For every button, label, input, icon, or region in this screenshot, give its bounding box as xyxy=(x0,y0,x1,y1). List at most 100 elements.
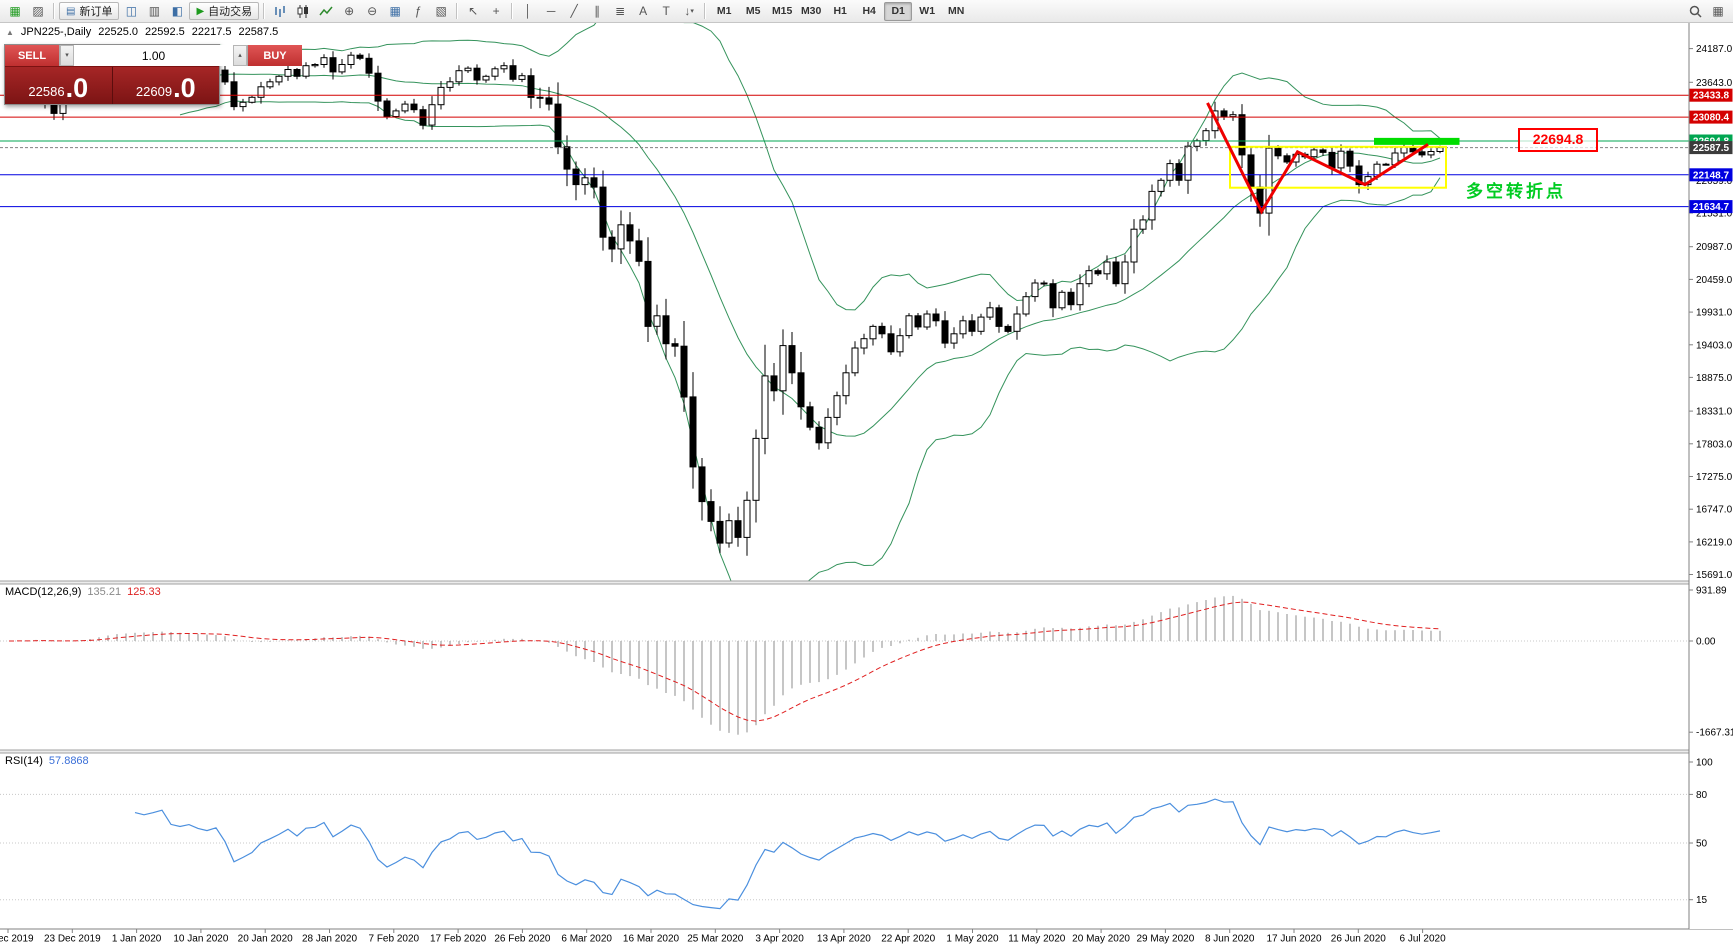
bar-chart-icon[interactable] xyxy=(269,1,291,21)
rsi-line xyxy=(134,798,1441,910)
search-icon[interactable] xyxy=(1684,1,1706,21)
trendline-icon[interactable]: ╱ xyxy=(570,4,578,18)
sell-price: 22586 xyxy=(28,84,65,99)
sell-price-panel[interactable]: 22586 .0 xyxy=(5,67,113,104)
tf-m5-button[interactable]: M5 xyxy=(745,5,761,17)
lot-decrease-button[interactable]: ▾ xyxy=(60,45,74,66)
price-axis[interactable]: 24187.023643.022059.021531.020987.020459… xyxy=(1689,44,1733,906)
svg-text:23643.0: 23643.0 xyxy=(1696,78,1733,89)
rsi-indicator-header: RSI(14) 57.8868 xyxy=(5,755,89,767)
tf-w1-button[interactable]: W1 xyxy=(919,5,936,17)
templates-icon[interactable]: ▧ xyxy=(435,4,447,18)
lot-size-input[interactable] xyxy=(74,45,233,66)
horizontal-line-icon[interactable]: ─ xyxy=(546,4,556,18)
new-order-button[interactable]: ▤ 新订单 xyxy=(59,2,120,20)
sell-button[interactable]: SELL xyxy=(5,45,59,66)
tf-h1-button[interactable]: H1 xyxy=(833,5,847,17)
sell-price-pips: .0 xyxy=(65,73,89,103)
buy-price-panel[interactable]: 22609 .0 xyxy=(112,67,219,104)
profiles-icon[interactable]: ▨ xyxy=(32,4,44,18)
svg-text:17275.0: 17275.0 xyxy=(1696,472,1733,483)
rsi-value: 57.8868 xyxy=(48,755,89,767)
svg-text:19403.0: 19403.0 xyxy=(1696,340,1733,351)
tf-m30-button[interactable]: M30 xyxy=(800,5,822,17)
indicators-icon[interactable]: ƒ xyxy=(414,4,422,18)
svg-text:15691.0: 15691.0 xyxy=(1696,570,1733,581)
svg-text:21531.0: 21531.0 xyxy=(1696,209,1733,220)
chart-symbol-label: JPN225-,Daily xyxy=(20,26,92,38)
ohlc-open: 22525.0 xyxy=(98,26,138,38)
svg-text:100: 100 xyxy=(1696,758,1713,769)
svg-text:50: 50 xyxy=(1696,839,1708,850)
trade-widget-top-row: SELL ▾ ▴ BUY xyxy=(5,45,302,67)
ohlc-close: 22587.5 xyxy=(238,26,279,38)
cursor-icon[interactable]: ↖ xyxy=(468,4,479,18)
tf-h4-button[interactable]: H4 xyxy=(862,5,876,17)
axis-price-badges: 23433.823080.422694.822148.721634.722587… xyxy=(1689,88,1733,214)
svg-text:23080.4: 23080.4 xyxy=(1693,113,1730,124)
tf-mn-button[interactable]: MN xyxy=(947,5,965,17)
tf-d1-button[interactable]: D1 xyxy=(884,1,913,21)
market-watch-icon[interactable]: ◫ xyxy=(125,4,138,18)
collapse-widget-icon[interactable]: ▲ xyxy=(6,27,14,37)
buy-button[interactable]: BUY xyxy=(248,45,302,66)
time-axis[interactable]: 3 Dec 2019 23 Dec 2019 1 Jan 2020 10 Jan 20… xyxy=(0,929,1446,945)
label-tool-icon[interactable]: T xyxy=(662,4,670,18)
svg-text:19931.0: 19931.0 xyxy=(1696,308,1733,319)
zoom-in-icon[interactable]: ⊕ xyxy=(344,4,355,18)
macd-indicator-header: MACD(12,26,9) 135.21 125.33 xyxy=(5,586,161,598)
separator xyxy=(511,3,514,19)
candles xyxy=(5,49,1444,556)
new-chart-icon[interactable]: ▦ xyxy=(9,4,21,18)
separator xyxy=(456,3,459,19)
text-tool-icon[interactable]: A xyxy=(639,4,648,18)
lot-increase-button[interactable]: ▴ xyxy=(233,45,247,66)
separator xyxy=(263,3,266,19)
svg-text:24187.0: 24187.0 xyxy=(1696,44,1733,55)
autotrade-play-icon: ▶ xyxy=(196,5,205,17)
svg-text:8 Jun 2020: 8 Jun 2020 xyxy=(1205,934,1255,945)
svg-text:20 Jan 2020: 20 Jan 2020 xyxy=(238,934,293,945)
candlestick-chart-icon[interactable] xyxy=(292,1,314,21)
turning-point-annotation[interactable]: 多空转折点 xyxy=(1466,182,1566,201)
price-callout-label[interactable]: 22694.8 xyxy=(1518,128,1598,152)
chart-ohlc-header: ▲ JPN225-,Daily 22525.0 22592.5 22217.5 … xyxy=(6,26,278,38)
svg-text:23433.8: 23433.8 xyxy=(1693,91,1730,102)
layout-icon[interactable]: ▦ xyxy=(1712,4,1724,18)
svg-text:21634.7: 21634.7 xyxy=(1693,202,1730,213)
trade-widget-price-row: 22586 .0 22609 .0 xyxy=(5,67,219,104)
consolidation-rectangle[interactable] xyxy=(1229,145,1447,189)
svg-text:17803.0: 17803.0 xyxy=(1696,439,1733,450)
tf-m1-button[interactable]: M1 xyxy=(716,5,732,17)
arrows-tool-icon[interactable]: ↓ ▾ xyxy=(684,4,694,18)
line-chart-icon[interactable] xyxy=(315,1,337,21)
tile-windows-icon[interactable]: ▦ xyxy=(389,4,401,18)
svg-text:3 Dec 2019: 3 Dec 2019 xyxy=(0,934,34,945)
tf-m15-button[interactable]: M15 xyxy=(771,5,793,17)
svg-text:15: 15 xyxy=(1696,895,1708,906)
navigator-icon[interactable]: ◧ xyxy=(171,4,184,18)
svg-text:3 Apr 2020: 3 Apr 2020 xyxy=(755,934,804,945)
pane-separators[interactable] xyxy=(0,580,1733,930)
svg-text:25 Mar 2020: 25 Mar 2020 xyxy=(687,934,744,945)
svg-text:13 Apr 2020: 13 Apr 2020 xyxy=(817,934,871,945)
svg-text:6 Jul 2020: 6 Jul 2020 xyxy=(1400,934,1447,945)
data-window-icon[interactable]: ▥ xyxy=(148,4,161,18)
lot-size-field: ▾ ▴ xyxy=(59,45,248,66)
channel-icon[interactable]: ∥ xyxy=(594,4,601,18)
svg-text:22587.5: 22587.5 xyxy=(1693,143,1730,154)
svg-text:26 Jun 2020: 26 Jun 2020 xyxy=(1331,934,1386,945)
svg-text:20459.0: 20459.0 xyxy=(1696,275,1733,286)
svg-text:20 May 2020: 20 May 2020 xyxy=(1072,934,1130,945)
zoom-out-icon[interactable]: ⊖ xyxy=(367,4,378,18)
svg-text:28 Jan 2020: 28 Jan 2020 xyxy=(302,934,357,945)
crosshair-icon[interactable]: + xyxy=(492,4,500,18)
autotrading-button[interactable]: ▶ 自动交易 xyxy=(189,2,260,20)
rsi-name: RSI(14) xyxy=(5,755,43,767)
fibonacci-icon[interactable]: ≣ xyxy=(615,4,626,18)
macd-signal-line xyxy=(8,601,1441,722)
zigzag-annotation[interactable] xyxy=(1206,102,1429,215)
ohlc-high: 22592.5 xyxy=(145,26,185,38)
vertical-line-icon[interactable]: │ xyxy=(524,4,532,18)
